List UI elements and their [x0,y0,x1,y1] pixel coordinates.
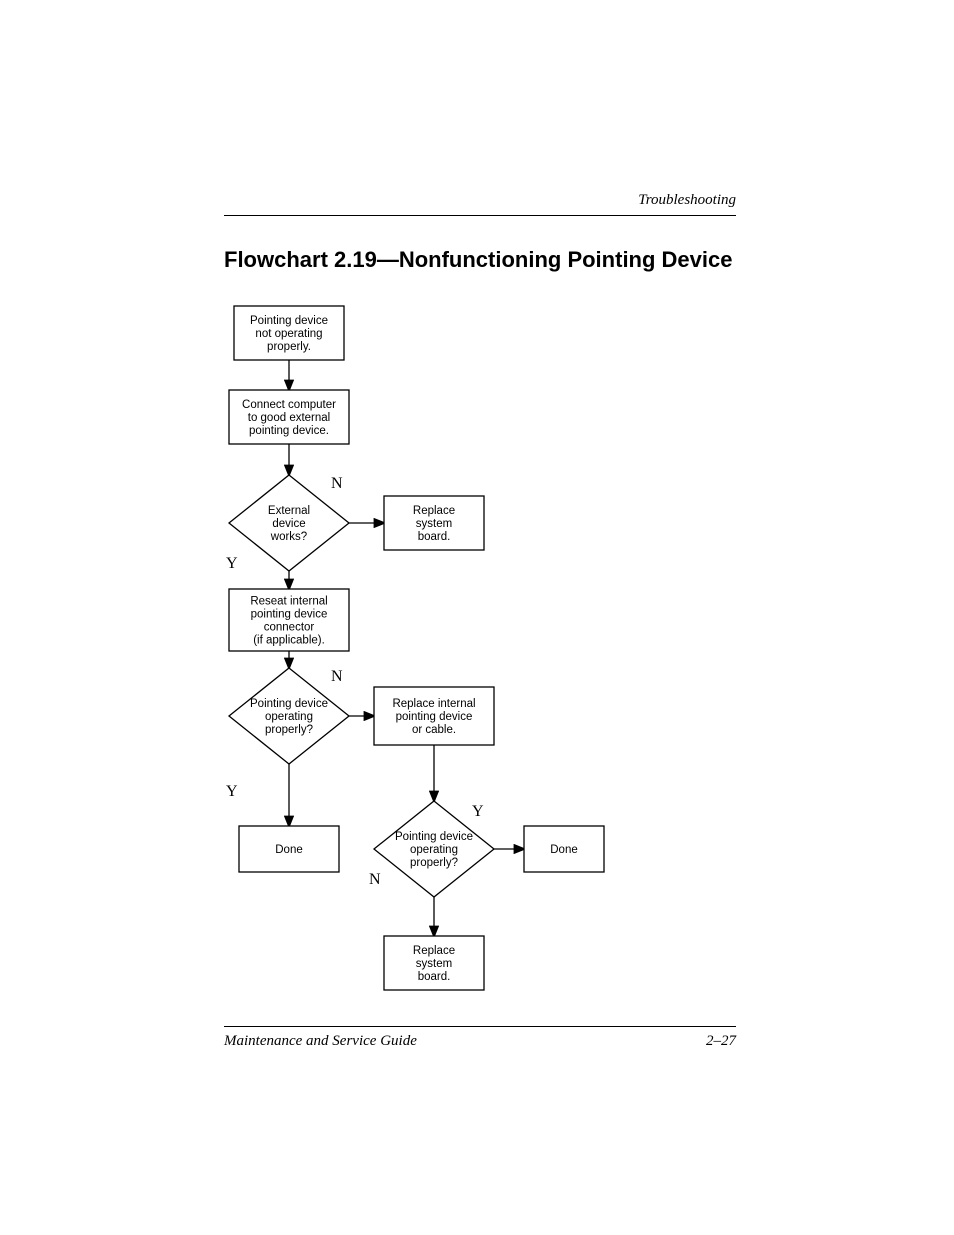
node-text: Done [275,844,303,856]
node-text: Pointing device [250,315,328,327]
node-text: (if applicable). [253,635,325,647]
document-page: Troubleshooting Flowchart 2.19—Nonfuncti… [0,0,954,1235]
node-text: Reseat internal [250,596,327,608]
edge-label: N [331,668,343,685]
edge-label: Y [226,783,238,800]
node-text: not operating [255,328,322,340]
node-text: properly? [410,857,458,869]
node-text: operating [410,844,458,856]
node-text: properly. [267,341,311,353]
running-footer: Maintenance and Service Guide 2–27 [224,1026,736,1050]
node-text: properly? [265,724,313,736]
node-text: system [416,958,452,970]
node-text: pointing device. [249,425,329,437]
node-text: Pointing device [250,698,328,710]
node-text: connector [264,622,315,634]
footer-left: Maintenance and Service Guide [224,1033,417,1050]
edge-label: N [331,475,343,492]
flowchart-svg: NYNYYNPointing devicenot operatingproper… [224,306,736,1006]
node-text: works? [270,531,307,543]
node-text: Replace [413,945,455,957]
node-text: pointing device [251,609,328,621]
edge-label: Y [472,803,484,820]
flowchart-figure: NYNYYNPointing devicenot operatingproper… [224,306,736,1006]
node-text: Replace [413,505,455,517]
node-text: board. [418,531,451,543]
node-text: Pointing device [395,831,473,843]
footer-right: 2–27 [706,1033,736,1050]
node-text: Done [550,844,578,856]
node-text: or cable. [412,724,456,736]
node-text: operating [265,711,313,723]
page-title: Flowchart 2.19—Nonfunctioning Pointing D… [224,246,736,274]
node-text: pointing device [396,711,473,723]
edge-label: N [369,871,381,888]
section-name: Troubleshooting [638,192,736,208]
node-text: Connect computer [242,399,336,411]
running-header: Troubleshooting [224,192,736,216]
node-text: system [416,518,452,530]
node-text: board. [418,971,451,983]
node-text: External [268,505,310,517]
node-text: device [272,518,305,530]
node-text: to good external [248,412,330,424]
edge-label: Y [226,555,238,572]
node-text: Replace internal [392,698,475,710]
